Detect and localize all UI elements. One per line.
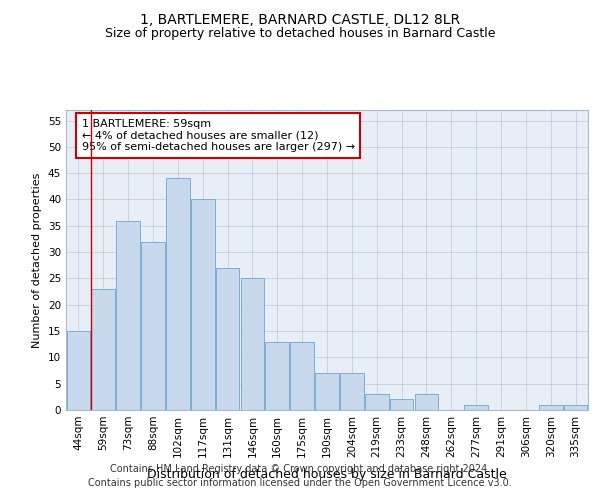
Bar — [315, 373, 339, 410]
Bar — [91, 289, 115, 410]
Bar — [365, 394, 389, 410]
Bar — [166, 178, 190, 410]
Bar — [290, 342, 314, 410]
Text: 1, BARTLEMERE, BARNARD CASTLE, DL12 8LR: 1, BARTLEMERE, BARNARD CASTLE, DL12 8LR — [140, 12, 460, 26]
Bar — [241, 278, 264, 410]
Bar — [265, 342, 289, 410]
Bar — [191, 200, 215, 410]
X-axis label: Distribution of detached houses by size in Barnard Castle: Distribution of detached houses by size … — [147, 468, 507, 481]
Bar — [216, 268, 239, 410]
Bar — [116, 220, 140, 410]
Bar — [464, 404, 488, 410]
Bar — [141, 242, 165, 410]
Bar — [415, 394, 438, 410]
Text: 1 BARTLEMERE: 59sqm
← 4% of detached houses are smaller (12)
95% of semi-detache: 1 BARTLEMERE: 59sqm ← 4% of detached hou… — [82, 119, 355, 152]
Text: Size of property relative to detached houses in Barnard Castle: Size of property relative to detached ho… — [105, 28, 495, 40]
Bar — [390, 400, 413, 410]
Bar — [564, 404, 587, 410]
Bar — [340, 373, 364, 410]
Bar — [67, 331, 90, 410]
Text: Contains HM Land Registry data © Crown copyright and database right 2024.
Contai: Contains HM Land Registry data © Crown c… — [88, 464, 512, 487]
Bar — [539, 404, 563, 410]
Y-axis label: Number of detached properties: Number of detached properties — [32, 172, 43, 348]
